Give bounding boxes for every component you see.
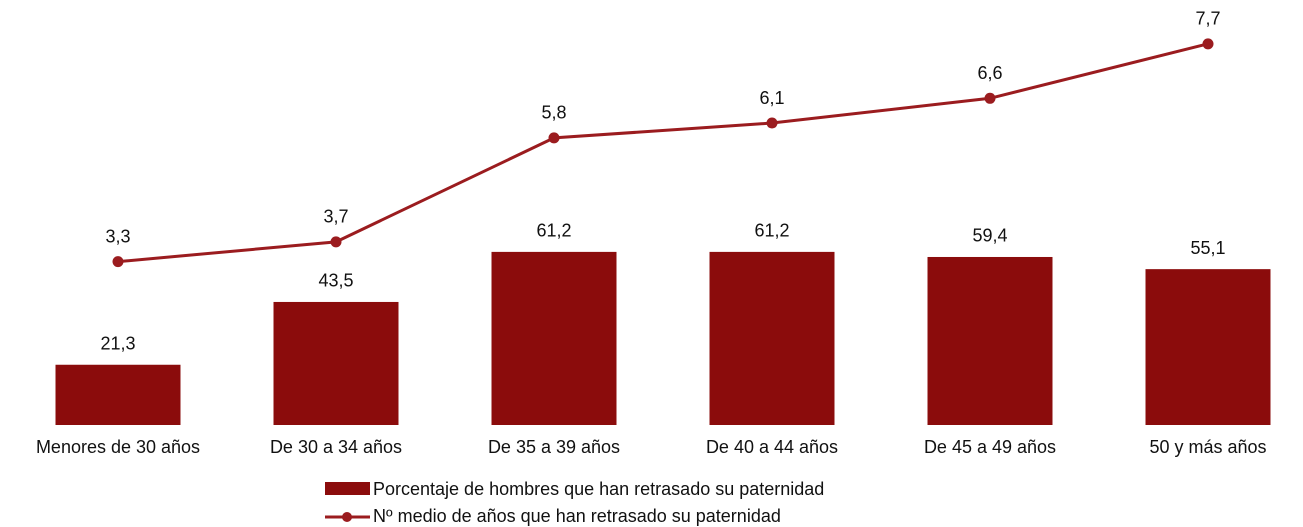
legend-label: Nº medio de años que han retrasado su pa… bbox=[373, 506, 781, 526]
data-label: 61,2 bbox=[536, 221, 571, 241]
line-point bbox=[330, 236, 342, 248]
x-tick-label: De 30 a 34 años bbox=[270, 437, 402, 457]
x-tick-label: De 45 a 49 años bbox=[924, 437, 1056, 457]
line-point bbox=[1202, 38, 1214, 50]
data-label: 59,4 bbox=[972, 226, 1007, 246]
data-label: 3,7 bbox=[323, 207, 348, 227]
x-tick-label: De 35 a 39 años bbox=[488, 437, 620, 457]
data-label: 21,3 bbox=[100, 334, 135, 354]
line-point bbox=[548, 132, 560, 144]
bar bbox=[491, 251, 617, 425]
legend-swatch bbox=[342, 512, 352, 522]
data-label: 7,7 bbox=[1195, 9, 1220, 29]
data-label: 6,1 bbox=[759, 88, 784, 108]
data-label: 5,8 bbox=[541, 103, 566, 123]
x-tick-label: Menores de 30 años bbox=[36, 437, 200, 457]
bar bbox=[55, 364, 181, 425]
bar bbox=[1145, 269, 1271, 425]
bar bbox=[927, 256, 1053, 425]
line bbox=[117, 42, 1209, 264]
line-point bbox=[112, 256, 124, 268]
data-label: 6,6 bbox=[977, 63, 1002, 83]
data-label: 43,5 bbox=[318, 271, 353, 291]
line-point bbox=[984, 92, 996, 104]
legend-swatch bbox=[325, 482, 370, 495]
legend-label: Porcentaje de hombres que han retrasado … bbox=[373, 479, 824, 499]
line-point bbox=[766, 117, 778, 129]
data-label: 55,1 bbox=[1190, 238, 1225, 258]
data-label: 61,2 bbox=[754, 221, 789, 241]
bar bbox=[709, 251, 835, 425]
x-tick-label: 50 y más años bbox=[1149, 437, 1266, 457]
x-tick-label: De 40 a 44 años bbox=[706, 437, 838, 457]
data-label: 3,3 bbox=[105, 226, 130, 246]
bar bbox=[273, 301, 399, 425]
